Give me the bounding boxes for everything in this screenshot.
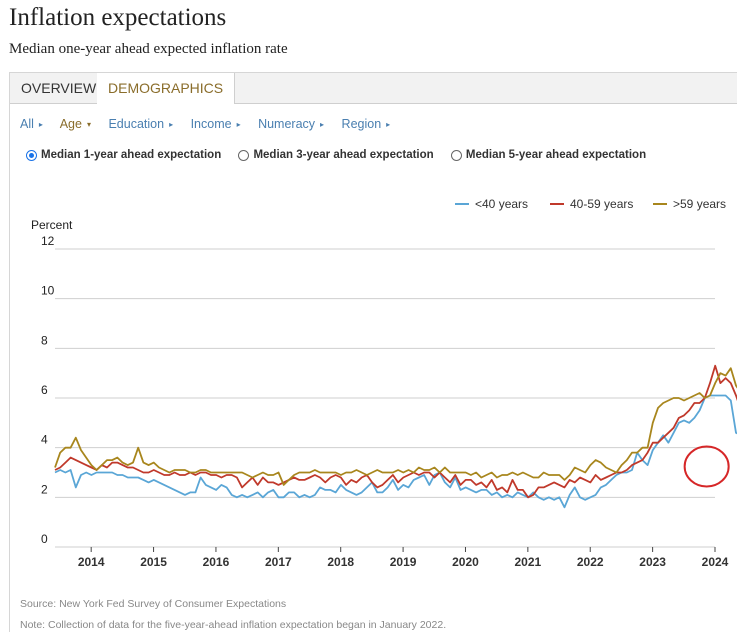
legend-label: <40 years bbox=[475, 197, 528, 211]
y-tick-label: 8 bbox=[41, 333, 48, 347]
legend-label: 40-59 years bbox=[570, 197, 633, 211]
y-tick-label: 12 bbox=[41, 234, 55, 248]
annotation-circle bbox=[683, 445, 730, 488]
legend-label: >59 years bbox=[673, 197, 726, 211]
radio-1-year[interactable]: Median 1-year ahead expectation bbox=[26, 149, 221, 161]
y-tick-label: 4 bbox=[41, 433, 48, 447]
radio-label: Median 5-year ahead expectation bbox=[465, 149, 647, 161]
x-tick-label: 2024 bbox=[702, 555, 729, 569]
y-tick-label: 10 bbox=[41, 284, 55, 298]
series-line-2 bbox=[54, 367, 737, 486]
radio-5-year[interactable]: Median 5-year ahead expectation bbox=[450, 149, 647, 161]
y-tick-label: 2 bbox=[41, 482, 48, 496]
series-line-0 bbox=[54, 394, 737, 509]
series-line-1 bbox=[54, 364, 737, 499]
radio-empty-icon bbox=[450, 149, 462, 161]
chevron-right-icon: ▸ bbox=[320, 120, 325, 129]
chevron-down-icon: ▾ bbox=[86, 120, 91, 129]
filter-all[interactable]: All bbox=[20, 117, 34, 131]
chevron-right-icon: ▸ bbox=[236, 120, 241, 129]
radio-3-year[interactable]: Median 3-year ahead expectation bbox=[238, 149, 434, 161]
filter-education[interactable]: Education bbox=[108, 117, 165, 131]
y-axis-label: Percent bbox=[31, 218, 73, 232]
source-note: Source: New York Fed Survey of Consumer … bbox=[20, 598, 287, 610]
footnote: Note: Collection of data for the five-ye… bbox=[20, 619, 447, 631]
radio-empty-icon bbox=[238, 149, 250, 161]
x-tick-label: 2017 bbox=[265, 555, 292, 569]
radio-label: Median 3-year ahead expectation bbox=[253, 149, 434, 161]
x-tick-label: 2022 bbox=[577, 555, 604, 569]
chevron-right-icon: ▸ bbox=[169, 120, 174, 129]
chart-panel: OVERVIEW DEMOGRAPHICS All ▸ Age ▾ Educatio… bbox=[9, 72, 737, 632]
page-subtitle: Median one-year ahead expected inflation… bbox=[9, 41, 288, 57]
chevron-right-icon: ▸ bbox=[38, 120, 43, 129]
y-tick-label: 6 bbox=[41, 383, 48, 397]
y-tick-label: 0 bbox=[41, 532, 48, 546]
x-tick-label: 2023 bbox=[639, 555, 666, 569]
x-tick-label: 2019 bbox=[390, 555, 417, 569]
radio-selected-icon bbox=[26, 149, 37, 161]
x-tick-label: 2020 bbox=[452, 555, 479, 569]
filter-numeracy[interactable]: Numeracy bbox=[258, 117, 316, 131]
x-tick-label: 2021 bbox=[515, 555, 542, 569]
x-tick-label: 2014 bbox=[78, 555, 105, 569]
tab-demographics[interactable]: DEMOGRAPHICS bbox=[97, 73, 236, 104]
radio-label: Median 1-year ahead expectation bbox=[41, 149, 222, 161]
filter-region[interactable]: Region bbox=[341, 117, 382, 131]
x-tick-label: 2018 bbox=[327, 555, 354, 569]
chevron-right-icon: ▸ bbox=[386, 120, 391, 129]
horizon-selector: Median 1-year ahead expectation Median 3… bbox=[26, 149, 660, 164]
page-title: Inflation expectations bbox=[9, 4, 227, 31]
filter-income[interactable]: Income bbox=[190, 117, 232, 131]
filter-bar: All ▸ Age ▾ Education ▸ Income ▸ Numeracy ▸ R… bbox=[20, 117, 404, 131]
filter-age[interactable]: Age bbox=[59, 117, 82, 131]
tab-bar: OVERVIEW DEMOGRAPHICS bbox=[10, 73, 737, 104]
x-tick-label: 2015 bbox=[140, 555, 167, 569]
x-tick-label: 2016 bbox=[203, 555, 230, 569]
